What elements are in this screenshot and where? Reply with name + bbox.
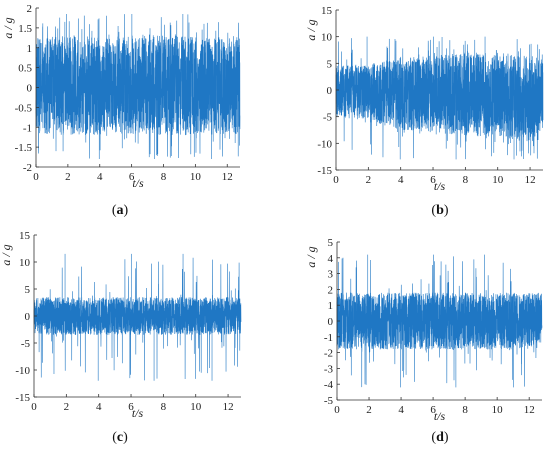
y-axis-label: a / g xyxy=(304,19,318,40)
y-tick-label: 0.5 xyxy=(18,63,32,75)
x-tick-label: 4 xyxy=(398,404,404,416)
x-tick-label: 6 xyxy=(430,174,436,186)
y-tick-label: 5 xyxy=(327,58,333,70)
y-tick-label: -5 xyxy=(323,112,333,124)
x-tick-label: 12 xyxy=(524,404,535,416)
y-tick-label: -2 xyxy=(324,348,333,360)
y-tick-label: 1 xyxy=(27,43,33,55)
x-tick-label: 6 xyxy=(129,171,135,183)
y-tick-label: 4 xyxy=(328,253,334,265)
signal-trace xyxy=(335,36,544,160)
y-tick-label: -10 xyxy=(317,138,332,150)
x-tick-label: 2 xyxy=(366,404,372,416)
chart-svg-a: 0 2 4 6 8 10 12 -2 -1.5 -1 -0.5 0 0.5 1 1.5 2 t/s a / g xyxy=(1,3,241,190)
x-tick-label: 4 xyxy=(96,401,102,413)
x-tick-label: 8 xyxy=(462,404,468,416)
x-tick-label: 0 xyxy=(334,404,340,416)
y-tick-label: -4 xyxy=(324,379,334,391)
x-tick-label: 6 xyxy=(430,404,436,416)
x-tick-label: 4 xyxy=(97,171,103,183)
x-tick-label: 0 xyxy=(33,171,39,183)
x-tick-label: 2 xyxy=(65,171,71,183)
panel-label-a: (a) xyxy=(111,203,129,218)
x-tick-label: 2 xyxy=(366,174,372,186)
y-axis-label: a / g xyxy=(0,244,13,265)
x-tick-label: 8 xyxy=(463,174,469,186)
x-axis-label: t/s xyxy=(434,409,446,423)
y-tick-label: -1 xyxy=(324,332,333,344)
x-tick-label: 0 xyxy=(333,174,339,186)
chart-svg-b: 0 2 4 6 8 10 12 -15 -10 -5 0 5 10 15 t/s a / g xyxy=(304,5,544,193)
y-tick-label: -5 xyxy=(324,395,334,407)
y-tick-label: 0 xyxy=(27,83,33,95)
y-tick-label: 1.5 xyxy=(18,23,32,35)
chart-panel-b: 0 2 4 6 8 10 12 -15 -10 -5 0 5 10 15 t/s a / g (b) xyxy=(275,0,550,225)
x-tick-label: 2 xyxy=(64,401,70,413)
x-tick-label: 12 xyxy=(525,174,536,186)
signal-trace xyxy=(336,254,543,388)
x-tick-label: 12 xyxy=(222,171,233,183)
y-tick-label: 5 xyxy=(25,284,31,296)
x-tick-label: 0 xyxy=(31,401,37,413)
y-tick-label: 0 xyxy=(327,85,333,97)
signal-trace xyxy=(33,253,242,381)
panel-label-b: (b) xyxy=(431,203,449,218)
x-tick-label: 8 xyxy=(161,171,167,183)
y-tick-label: -10 xyxy=(15,365,30,377)
x-tick-label: 4 xyxy=(398,174,404,186)
y-tick-label: -3 xyxy=(324,363,334,375)
y-tick-label: 1 xyxy=(328,300,334,312)
y-tick-label: -1 xyxy=(23,122,32,134)
panel-label-c: (c) xyxy=(112,430,128,445)
x-tick-label: 12 xyxy=(223,401,234,413)
y-tick-label: 0 xyxy=(25,311,31,323)
x-tick-label: 8 xyxy=(161,401,167,413)
chart-panel-d: 0 2 4 6 8 10 12 -5 -4 -3 -2 -1 0 1 2 3 4 5 t/s a / g (d) xyxy=(275,225,550,455)
y-tick-label: 15 xyxy=(321,5,333,17)
y-tick-label: 10 xyxy=(19,257,31,269)
y-tick-label: 15 xyxy=(19,230,31,242)
x-tick-label: 10 xyxy=(190,171,202,183)
y-tick-label: -5 xyxy=(21,338,31,350)
y-tick-label: 2 xyxy=(328,284,334,296)
x-axis-label: t/s xyxy=(132,406,144,420)
y-tick-label: 10 xyxy=(321,32,333,44)
y-tick-label: 3 xyxy=(328,269,334,281)
y-tick-label: -2 xyxy=(23,162,32,174)
chart-panel-a: 0 2 4 6 8 10 12 -2 -1.5 -1 -0.5 0 0.5 1 1.5 2 t/s a / g (… xyxy=(0,0,275,225)
panel-label-d: (d) xyxy=(431,430,449,445)
x-tick-label: 10 xyxy=(492,174,504,186)
x-axis-label: t/s xyxy=(434,179,446,193)
y-tick-label: -15 xyxy=(15,392,30,404)
chart-panel-c: 0 2 4 6 8 10 12 -15 -10 -5 0 5 10 15 t/s a / g (c) xyxy=(0,225,275,455)
y-tick-label: -1.5 xyxy=(15,142,33,154)
y-axis-label: a / g xyxy=(304,246,318,267)
y-tick-label: -15 xyxy=(317,165,332,177)
y-tick-label: 0 xyxy=(328,316,334,328)
y-tick-label: -0.5 xyxy=(15,102,33,114)
y-axis-label: a / g xyxy=(1,17,15,38)
x-tick-label: 10 xyxy=(190,401,202,413)
x-tick-label: 6 xyxy=(128,401,134,413)
chart-svg-c: 0 2 4 6 8 10 12 -15 -10 -5 0 5 10 15 t/s a / g xyxy=(0,230,242,420)
x-tick-label: 10 xyxy=(492,404,504,416)
y-tick-label: 2 xyxy=(27,3,33,15)
x-axis-label: t/s xyxy=(132,176,144,190)
y-tick-label: 5 xyxy=(328,237,334,249)
signal-trace xyxy=(35,13,241,160)
